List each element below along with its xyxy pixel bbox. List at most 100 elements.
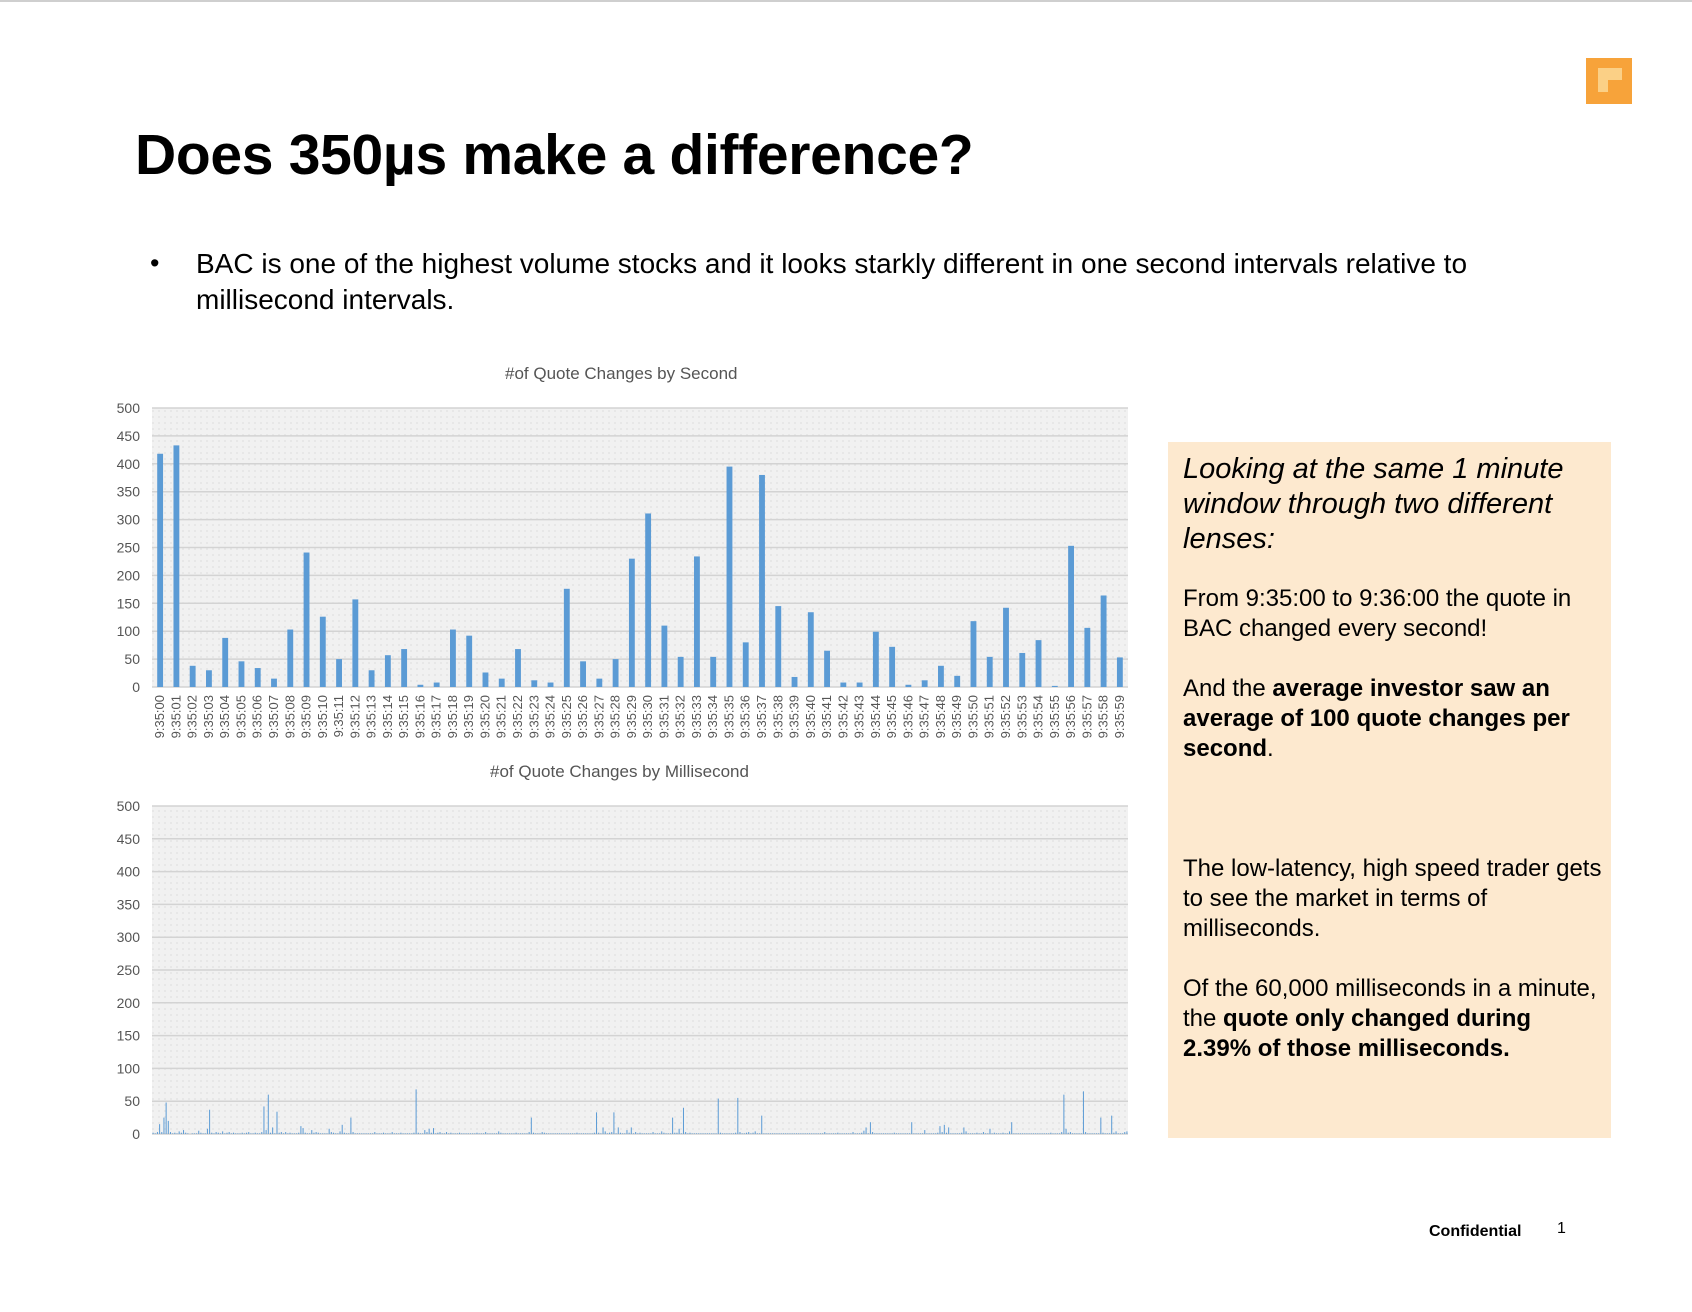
bar (1051, 685, 1058, 687)
bar (524, 1133, 526, 1134)
bar (206, 670, 212, 687)
bar (522, 1133, 524, 1134)
bar (932, 1133, 934, 1134)
bar (948, 1127, 950, 1134)
bar (841, 1133, 843, 1134)
bar (302, 1128, 304, 1134)
bar (369, 1133, 371, 1134)
bar (674, 1132, 676, 1134)
bar (970, 621, 977, 687)
bar (700, 1133, 702, 1134)
bar (911, 1122, 913, 1134)
bar (754, 1131, 756, 1134)
bar (287, 629, 294, 687)
bar (235, 1133, 237, 1134)
bar (596, 1112, 598, 1134)
bar (1065, 1128, 1067, 1134)
bar (1032, 1133, 1034, 1134)
bar (230, 1133, 232, 1134)
bar (989, 1128, 991, 1134)
x-tick-label: 9:35:22 (510, 695, 525, 738)
bar (343, 1132, 345, 1134)
bar (759, 1133, 761, 1134)
bar (487, 1133, 489, 1134)
bar (680, 1133, 682, 1134)
bar (200, 1132, 202, 1134)
bar (722, 1133, 724, 1134)
bar (824, 1132, 826, 1134)
bar (303, 552, 310, 687)
bar (346, 1133, 348, 1134)
bar (582, 1133, 584, 1134)
y-tick-label: 150 (117, 595, 141, 611)
x-tick-label: 9:35:55 (1047, 695, 1062, 738)
bar (409, 1133, 411, 1134)
bar (696, 1133, 698, 1134)
bar (561, 1133, 563, 1134)
bar (913, 1133, 915, 1134)
bar (959, 1133, 961, 1134)
bar (882, 1133, 884, 1134)
bar (496, 1133, 498, 1134)
bar (710, 656, 717, 687)
bar (904, 1133, 906, 1134)
bar (467, 1133, 469, 1134)
bar (1078, 1133, 1080, 1134)
x-tick-label: 9:35:16 (412, 695, 427, 738)
bar (543, 1132, 545, 1134)
x-tick-label: 9:35:56 (1063, 695, 1078, 738)
bar (976, 1132, 978, 1134)
bar (798, 1133, 800, 1134)
bar (972, 1133, 974, 1134)
bar (604, 1131, 606, 1134)
bar (330, 1132, 332, 1134)
x-tick-label: 9:35:00 (152, 695, 167, 738)
x-tick-label: 9:35:25 (559, 695, 574, 738)
x-tick-label: 9:35:43 (852, 695, 867, 738)
bar (956, 1133, 958, 1134)
bullet-text: BAC is one of the highest volume stocks … (196, 248, 1468, 315)
bar (632, 1133, 634, 1134)
bar (341, 1124, 343, 1134)
x-tick-label: 9:35:23 (526, 695, 541, 738)
bar (1041, 1133, 1043, 1134)
bar (624, 1133, 626, 1134)
x-tick-label: 9:35:33 (689, 695, 704, 738)
bar (1052, 1133, 1054, 1134)
bar (211, 1132, 213, 1134)
bar (361, 1133, 363, 1134)
bar (1126, 1131, 1128, 1134)
bar (187, 1133, 189, 1134)
bar (547, 682, 554, 687)
y-tick-label: 350 (117, 484, 141, 500)
bar (426, 1132, 428, 1134)
bar (702, 1133, 704, 1134)
bar (750, 1133, 752, 1134)
bar (676, 1132, 678, 1134)
bar (157, 453, 164, 687)
bar (550, 1133, 552, 1134)
bar (648, 1133, 650, 1134)
bar (867, 1133, 869, 1134)
y-tick-label: 250 (117, 962, 141, 978)
bar (263, 1106, 265, 1134)
bar (678, 1128, 680, 1134)
x-tick-label: 9:35:57 (1079, 695, 1094, 738)
bar (239, 1133, 241, 1134)
bar (222, 1131, 224, 1134)
y-tick-label: 300 (117, 512, 141, 528)
bar (554, 1133, 556, 1134)
bar (237, 1133, 239, 1134)
bar (791, 676, 798, 687)
x-tick-label: 9:35:20 (477, 695, 492, 738)
bar (804, 1133, 806, 1134)
bar (569, 1133, 571, 1134)
footer-confidential: Confidential (1429, 1223, 1522, 1240)
bar (593, 1132, 595, 1134)
bar (493, 1133, 495, 1134)
slide-title: Does 350µs make a difference? (135, 123, 974, 187)
bar (822, 1133, 824, 1134)
y-tick-label: 0 (132, 679, 140, 695)
bar (1035, 640, 1042, 687)
